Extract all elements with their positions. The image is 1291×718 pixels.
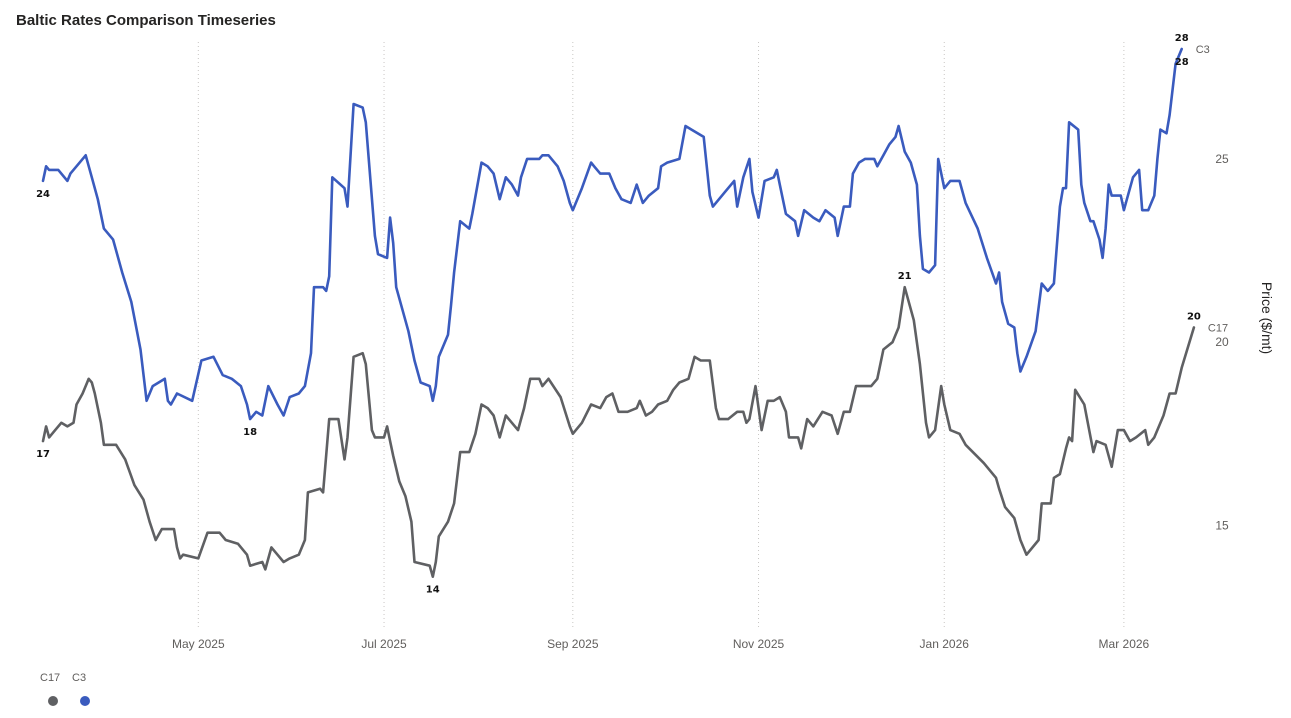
series-end-label-c17: C17 <box>1208 323 1228 335</box>
legend-marker-c17 <box>48 696 58 706</box>
x-tick-label: Mar 2026 <box>1099 637 1150 651</box>
legend-marker-c3 <box>80 696 90 706</box>
data-label: 21 <box>898 271 912 282</box>
y-tick-label: 20 <box>1215 335 1229 349</box>
data-label: 14 <box>426 585 440 596</box>
legend-item-c17[interactable]: C17 <box>40 672 70 706</box>
x-tick-label: Nov 2025 <box>733 637 785 651</box>
x-tick-label: May 2025 <box>172 637 225 651</box>
y-tick-label: 15 <box>1215 518 1229 532</box>
series-line-c17 <box>41 285 1196 578</box>
x-tick-label: Jan 2026 <box>920 637 970 651</box>
x-tick-label: Jul 2025 <box>361 637 407 651</box>
legend-label-c17: C17 <box>40 672 61 684</box>
y-tick-label: 25 <box>1215 152 1229 166</box>
data-label: 17 <box>36 449 50 460</box>
legend-label-c3: C3 <box>72 672 87 684</box>
x-tick-label: Sep 2025 <box>547 637 599 651</box>
data-label: 28 <box>1175 57 1189 68</box>
data-label: 20 <box>1187 312 1201 323</box>
series-line-c3 <box>41 47 1183 421</box>
chart-title: Baltic Rates Comparison Timeseries <box>16 12 276 29</box>
data-label: 28 <box>1175 33 1189 44</box>
data-label: 18 <box>243 427 257 438</box>
legend-item-c3[interactable]: C3 <box>72 672 102 706</box>
series-end-label-c3: C3 <box>1196 44 1210 56</box>
data-label: 24 <box>36 189 50 200</box>
y-axis-title: Price ($/mt) <box>1259 282 1275 354</box>
